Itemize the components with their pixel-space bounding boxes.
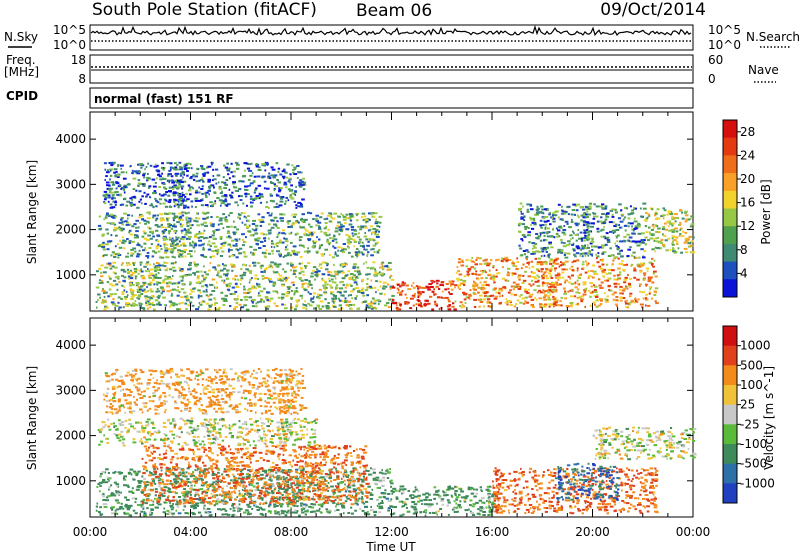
x-tick-label: 04:00 [173, 525, 208, 539]
colorbar-swatch [723, 138, 737, 156]
velocity-cbar-label: Velocity [m s^-1] [762, 366, 776, 470]
colorbar-swatch [723, 226, 737, 244]
nsearch-label: N.Search [746, 30, 800, 44]
y-tick-label: 3000 [55, 177, 86, 191]
nave-tick-bottom: 0 [708, 72, 716, 86]
colorbar-tick-label: -25 [740, 417, 760, 431]
nave-tick-top: 60 [708, 53, 723, 67]
nsky-tick-top: 10^5 [53, 23, 86, 37]
colorbar-tick-label: 1000 [740, 339, 771, 353]
nsky-tick-bottom: 10^0 [53, 38, 86, 52]
colorbar-tick-label: 16 [740, 196, 755, 210]
nave-label: Nave [748, 63, 779, 77]
y-tick-label: 1000 [55, 268, 86, 282]
y-tick-label: 3000 [55, 383, 86, 397]
station-title: South Pole Station (fitACF) [92, 0, 317, 20]
power-panel [90, 112, 693, 311]
colorbar-tick-label: 8 [740, 243, 748, 257]
time-axis: 00:00 04:00 08:00 12:00 16:00 20:00 00:00 [73, 525, 711, 539]
colorbar-tick-label: 12 [740, 219, 755, 233]
cpid-label: CPID [6, 89, 38, 103]
x-tick-label: 00:00 [676, 525, 711, 539]
colorbar-swatch [723, 155, 737, 173]
colorbar-swatch [723, 444, 737, 464]
colorbar-tick-label: 25 [740, 398, 755, 412]
colorbar-tick-label: 24 [740, 148, 755, 162]
cpid-text: normal (fast) 151 RF [94, 92, 234, 106]
nsky-panel [90, 25, 693, 50]
colorbar-swatch [723, 244, 737, 262]
time-axis-label: Time UT [365, 540, 416, 554]
colorbar-swatch [723, 120, 737, 138]
colorbar-swatch [723, 262, 737, 280]
colorbar-tick-label: -1000 [740, 476, 775, 490]
colorbar-swatch [723, 464, 737, 484]
power-colorbar: 4 8 12 16 20 24 28 [723, 120, 755, 298]
colorbar-tick-label: 4 [740, 266, 748, 280]
x-tick-label: 00:00 [73, 525, 108, 539]
date-label: 09/Oct/2014 [600, 0, 706, 20]
freq-tick-bottom: 8 [78, 72, 86, 86]
power-ylabel: Slant Range [km] [25, 160, 39, 264]
colorbar-swatch [723, 279, 737, 297]
colorbar-swatch [723, 209, 737, 227]
colorbar-swatch [723, 173, 737, 191]
nsearch-tick-bottom: 10^0 [708, 38, 741, 52]
colorbar-swatch [723, 326, 737, 346]
y-tick-label: 4000 [55, 338, 86, 352]
x-tick-label: 08:00 [274, 525, 309, 539]
colorbar-swatch [723, 191, 737, 209]
nsky-label: N.Sky [4, 30, 38, 44]
y-tick-label: 1000 [55, 474, 86, 488]
colorbar-swatch [723, 483, 737, 503]
colorbar-swatch [723, 424, 737, 444]
velocity-cbar-label-text: Velocity [m s^-1] [762, 366, 776, 470]
x-tick-label: 20:00 [575, 525, 610, 539]
freq-panel [90, 55, 693, 83]
freq-tick-top: 18 [71, 53, 86, 67]
colorbar-swatch [723, 385, 737, 405]
y-tick-label: 2000 [55, 223, 86, 237]
x-tick-label: 16:00 [475, 525, 510, 539]
nsearch-tick-top: 10^5 [708, 23, 741, 37]
colorbar-swatch [723, 405, 737, 425]
colorbar-swatch [723, 346, 737, 366]
freq-label-line2: [MHz] [4, 65, 39, 79]
y-tick-label: 2000 [55, 429, 86, 443]
colorbar-tick-label: 100 [740, 378, 763, 392]
power-cbar-label: Power [dB] [759, 179, 773, 244]
y-tick-label: 4000 [55, 132, 86, 146]
velocity-ylabel: Slant Range [km] [25, 366, 39, 470]
colorbar-tick-label: 500 [740, 358, 763, 372]
beam-label: Beam 06 [356, 1, 432, 21]
x-tick-label: 12:00 [374, 525, 409, 539]
colorbar-tick-label: 20 [740, 172, 755, 186]
colorbar-swatch [723, 365, 737, 385]
colorbar-tick-label: 28 [740, 125, 755, 139]
